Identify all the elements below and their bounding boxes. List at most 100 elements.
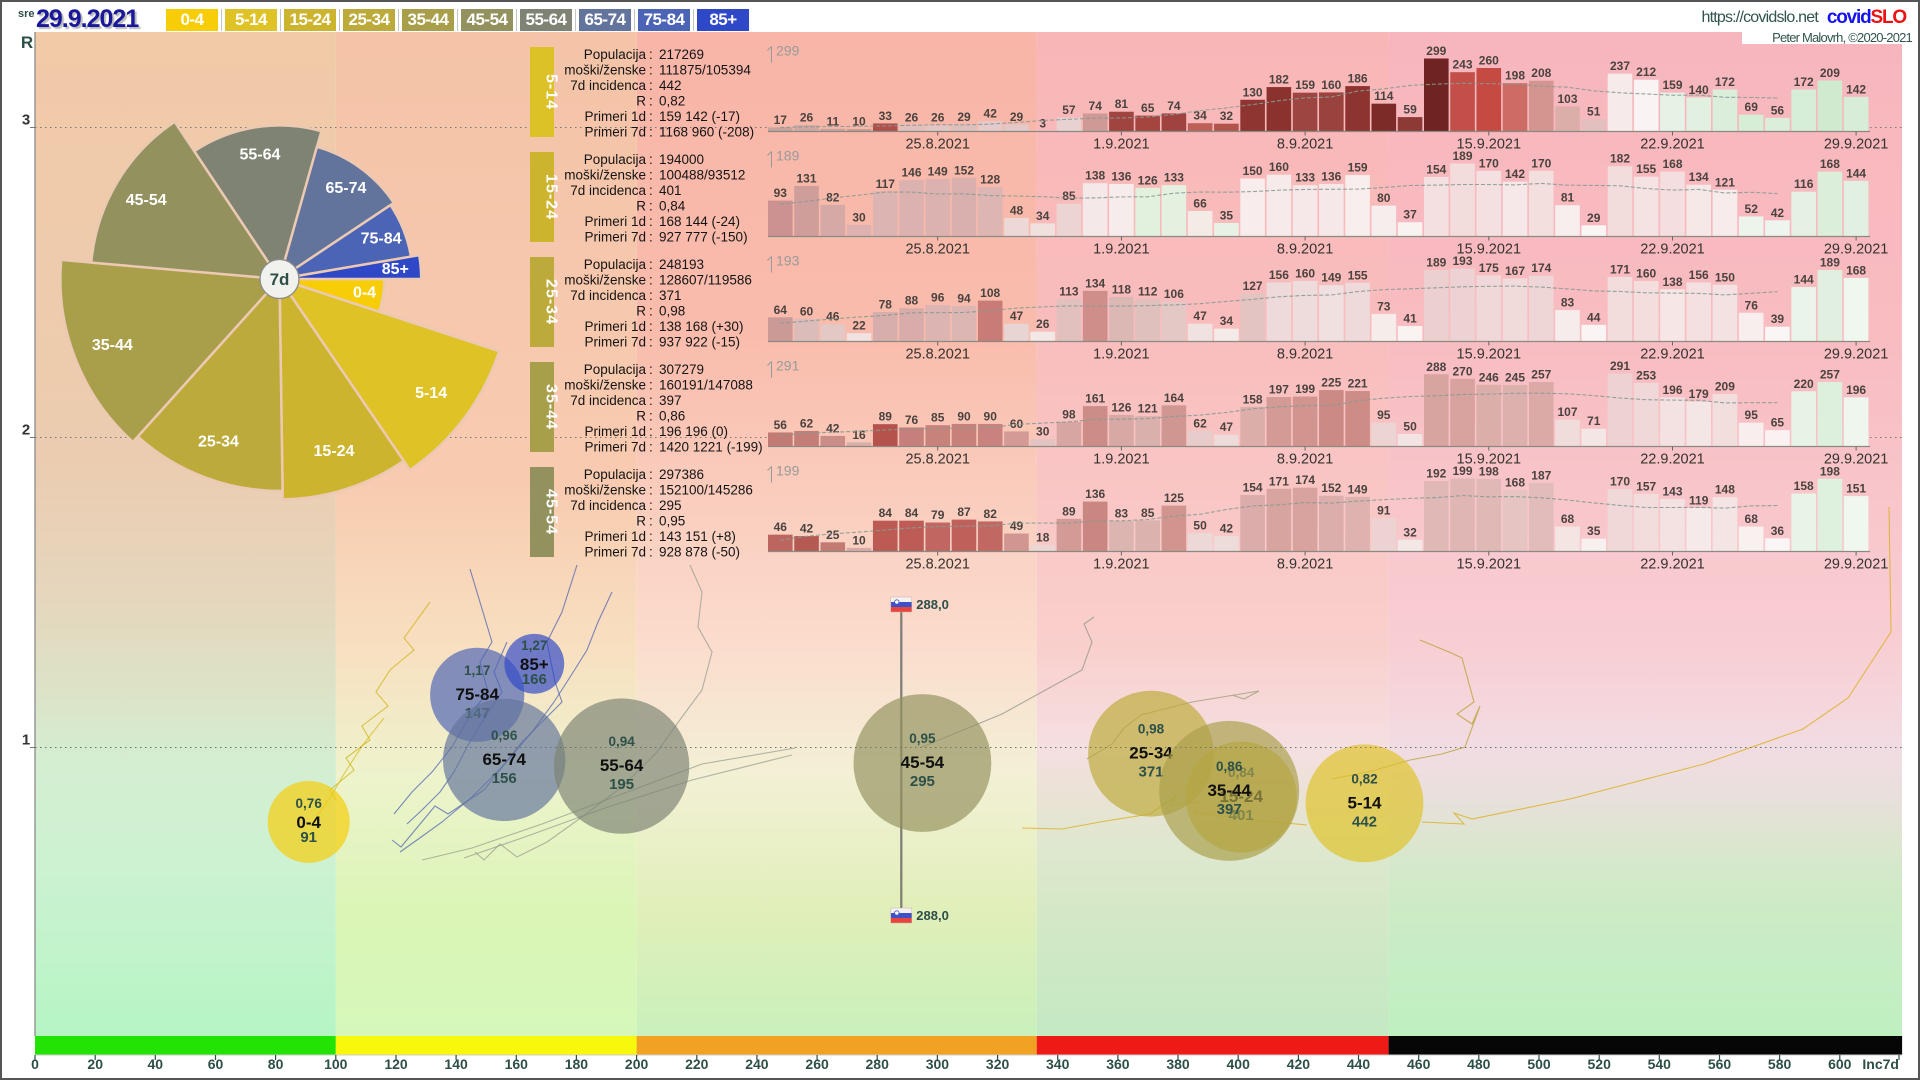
svg-text:55-64: 55-64 [239,147,280,164]
svg-text:1: 1 [22,732,30,749]
svg-text:34: 34 [1036,209,1050,223]
svg-text:100488/93512: 100488/93512 [659,168,745,183]
svg-text:0,95: 0,95 [909,731,936,746]
svg-text:189: 189 [776,148,800,164]
svg-text:288,0: 288,0 [916,597,949,612]
svg-text:1.9.2021: 1.9.2021 [1093,137,1149,153]
svg-text::: : [649,288,653,303]
svg-text:34: 34 [1193,109,1207,123]
svg-text:0,86: 0,86 [659,409,685,424]
svg-text:91: 91 [300,829,317,846]
svg-text:937 922 (-15): 937 922 (-15) [659,335,740,350]
svg-text:69: 69 [1745,100,1759,114]
svg-text:42: 42 [1220,522,1234,536]
svg-text:66: 66 [1193,197,1207,211]
svg-text:85: 85 [931,411,945,425]
svg-text:152: 152 [1321,481,1341,495]
svg-text::: : [649,125,653,140]
svg-text:189: 189 [1820,256,1840,270]
svg-text:29.9.2021: 29.9.2021 [1824,242,1889,258]
svg-text:154: 154 [1243,481,1263,495]
svg-text:79: 79 [931,508,945,522]
svg-text:172: 172 [1715,75,1735,89]
svg-text:R: R [636,304,646,319]
svg-text:157: 157 [1636,479,1656,493]
svg-text:Primeri 1d: Primeri 1d [584,424,646,439]
svg-text:221: 221 [1348,377,1368,391]
svg-text::: : [649,498,653,513]
svg-text:8.9.2021: 8.9.2021 [1277,242,1333,258]
svg-text:15.9.2021: 15.9.2021 [1457,347,1522,363]
svg-text:47: 47 [1010,309,1024,323]
svg-text:164: 164 [1164,391,1184,405]
svg-text:moški/ženske: moški/ženske [564,63,646,78]
svg-text:17: 17 [774,113,788,127]
svg-text:127: 127 [1243,279,1263,293]
svg-text:225: 225 [1321,376,1341,390]
svg-text:39: 39 [1771,312,1785,326]
svg-text:196: 196 [1662,383,1682,397]
svg-text:237: 237 [1610,59,1630,73]
svg-text:82: 82 [984,507,998,521]
svg-text:1,27: 1,27 [521,638,547,653]
svg-text:0,95: 0,95 [659,514,685,529]
svg-text:194000: 194000 [659,152,704,167]
svg-text:45-54: 45-54 [901,753,945,772]
svg-text:212: 212 [1636,65,1656,79]
svg-text:111875/105394: 111875/105394 [659,63,751,78]
svg-text:78: 78 [879,298,893,312]
svg-text:88: 88 [905,294,919,308]
svg-text:85+: 85+ [382,261,409,278]
svg-text:193: 193 [776,253,800,269]
svg-text:108: 108 [980,286,1000,300]
svg-text:Primeri 1d: Primeri 1d [584,109,646,124]
svg-text:7d incidenca: 7d incidenca [570,288,646,303]
svg-text:192: 192 [1426,467,1446,481]
svg-text:46: 46 [826,310,840,324]
svg-text:Primeri 1d: Primeri 1d [584,529,646,544]
svg-text:33: 33 [879,109,893,123]
svg-text:15-24: 15-24 [314,443,355,460]
svg-text:243: 243 [1452,58,1472,72]
svg-text:0: 0 [31,1056,39,1072]
svg-text:397: 397 [1217,801,1242,818]
svg-text:25.8.2021: 25.8.2021 [905,137,970,153]
svg-text::: : [649,529,653,544]
svg-text:0,94: 0,94 [608,734,635,749]
svg-text:480: 480 [1467,1056,1491,1072]
svg-text:22.9.2021: 22.9.2021 [1640,452,1705,468]
svg-text:moški/ženske: moški/ženske [564,483,646,498]
svg-text:179: 179 [1689,387,1709,401]
svg-text:84: 84 [905,506,919,520]
svg-text:moški/ženske: moški/ženske [564,273,646,288]
svg-text:1168 960 (-208): 1168 960 (-208) [659,125,754,140]
svg-text:74: 74 [1167,99,1181,113]
svg-text:22.9.2021: 22.9.2021 [1640,347,1705,363]
svg-text:35-44: 35-44 [92,337,133,354]
svg-text:75-84: 75-84 [361,231,402,248]
svg-text:81: 81 [1115,97,1129,111]
svg-text:65-74: 65-74 [482,750,526,769]
svg-text:46: 46 [774,520,788,534]
svg-text:42: 42 [800,522,814,536]
svg-text:442: 442 [659,78,682,93]
svg-text:1.9.2021: 1.9.2021 [1093,557,1149,573]
svg-text:59: 59 [1403,103,1417,117]
svg-text:37: 37 [1403,208,1417,222]
svg-text:170: 170 [1531,156,1551,170]
svg-text:144: 144 [1794,273,1814,287]
svg-text:500: 500 [1527,1056,1551,1072]
svg-text:94: 94 [957,291,971,305]
svg-text:80: 80 [268,1056,284,1072]
svg-text:140: 140 [1689,83,1709,97]
svg-text:149: 149 [1348,482,1368,496]
svg-text:126: 126 [1138,173,1158,187]
svg-text::: : [649,78,653,93]
svg-text:0,98: 0,98 [1138,722,1165,737]
svg-text:83: 83 [1561,296,1575,310]
svg-text:32: 32 [1220,109,1234,123]
svg-text:193: 193 [1452,254,1472,268]
svg-text:116: 116 [1794,177,1814,191]
svg-text:142: 142 [1846,82,1866,96]
svg-text:156: 156 [492,770,517,787]
